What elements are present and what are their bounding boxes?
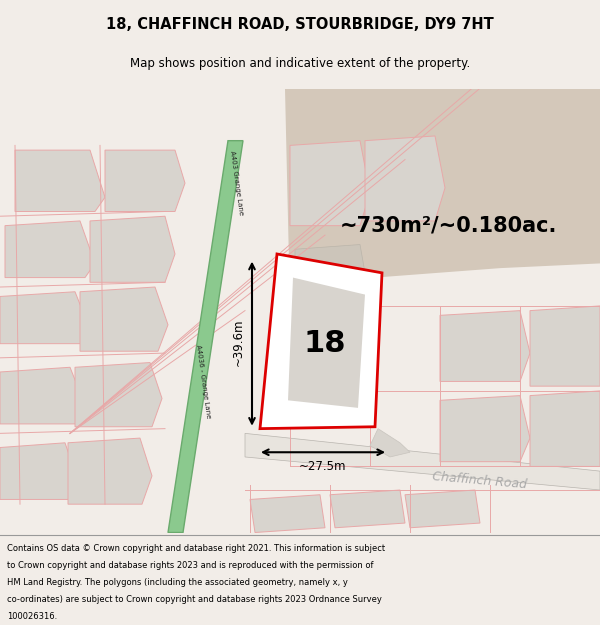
Text: ~27.5m: ~27.5m xyxy=(299,460,347,473)
Polygon shape xyxy=(105,150,185,211)
Polygon shape xyxy=(168,141,243,532)
Text: Map shows position and indicative extent of the property.: Map shows position and indicative extent… xyxy=(130,58,470,71)
Polygon shape xyxy=(290,278,365,301)
Text: Contains OS data © Crown copyright and database right 2021. This information is : Contains OS data © Crown copyright and d… xyxy=(7,544,385,552)
Polygon shape xyxy=(440,311,530,381)
Polygon shape xyxy=(405,490,480,528)
Polygon shape xyxy=(0,442,78,499)
Polygon shape xyxy=(330,490,405,528)
Polygon shape xyxy=(245,433,600,490)
Polygon shape xyxy=(0,292,90,344)
Polygon shape xyxy=(80,287,168,351)
Text: 18: 18 xyxy=(304,329,346,358)
Polygon shape xyxy=(295,244,365,278)
Text: HM Land Registry. The polygons (including the associated geometry, namely x, y: HM Land Registry. The polygons (includin… xyxy=(7,578,348,587)
Polygon shape xyxy=(260,254,382,429)
Text: Chaffinch Road: Chaffinch Road xyxy=(432,470,528,491)
Text: ~39.6m: ~39.6m xyxy=(232,318,245,366)
Polygon shape xyxy=(530,306,600,386)
Text: A4036 - Grange Lane: A4036 - Grange Lane xyxy=(195,344,211,419)
Polygon shape xyxy=(370,429,410,457)
Text: 18, CHAFFINCH ROAD, STOURBRIDGE, DY9 7HT: 18, CHAFFINCH ROAD, STOURBRIDGE, DY9 7HT xyxy=(106,18,494,32)
Polygon shape xyxy=(290,141,370,226)
Polygon shape xyxy=(288,278,365,408)
Polygon shape xyxy=(530,391,600,466)
Polygon shape xyxy=(68,438,152,504)
Text: co-ordinates) are subject to Crown copyright and database rights 2023 Ordnance S: co-ordinates) are subject to Crown copyr… xyxy=(7,595,382,604)
Polygon shape xyxy=(250,495,325,532)
Text: ~730m²/~0.180ac.: ~730m²/~0.180ac. xyxy=(340,216,557,236)
Polygon shape xyxy=(90,216,175,282)
Polygon shape xyxy=(0,368,85,424)
Text: 100026316.: 100026316. xyxy=(7,612,58,621)
Polygon shape xyxy=(75,362,162,427)
Polygon shape xyxy=(440,396,530,462)
Polygon shape xyxy=(5,221,95,278)
Polygon shape xyxy=(365,136,445,221)
Polygon shape xyxy=(285,89,600,306)
Text: A403 Grange Lane: A403 Grange Lane xyxy=(229,151,245,216)
Text: to Crown copyright and database rights 2023 and is reproduced with the permissio: to Crown copyright and database rights 2… xyxy=(7,561,374,570)
Polygon shape xyxy=(15,150,105,211)
